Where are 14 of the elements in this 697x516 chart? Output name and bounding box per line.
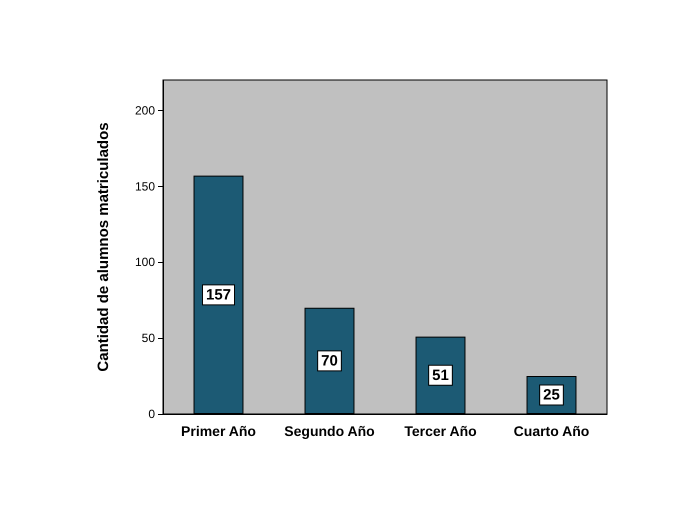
y-axis-title: Cantidad de alumnos matriculados: [95, 122, 112, 372]
x-tick-label: Segundo Año: [284, 423, 375, 439]
data-label: 51: [432, 366, 449, 384]
data-label: 70: [321, 352, 338, 370]
y-tick-label: 100: [134, 255, 156, 270]
x-tick-label: Cuarto Año: [514, 423, 590, 439]
y-tick-label: 200: [134, 103, 156, 118]
y-tick-label: 0: [148, 407, 156, 421]
x-tick-label: Primer Año: [181, 423, 256, 439]
y-tick-label: 150: [134, 179, 156, 194]
data-label: 157: [206, 286, 232, 304]
x-tick-label: Tercer Año: [404, 423, 477, 439]
data-label: 25: [543, 386, 560, 404]
y-tick-label: 50: [142, 331, 156, 346]
